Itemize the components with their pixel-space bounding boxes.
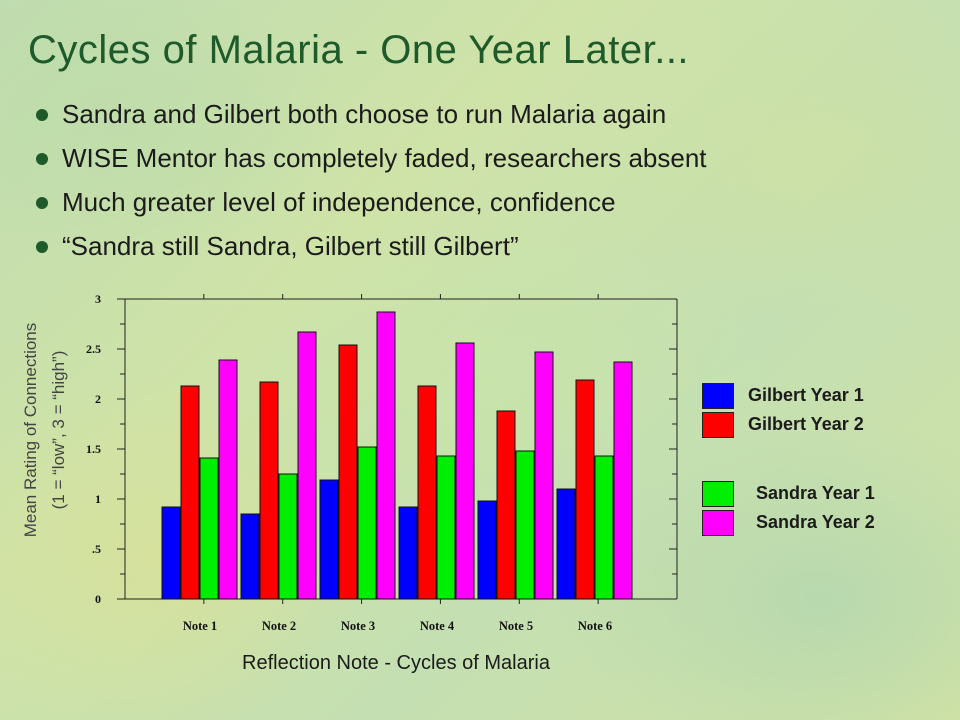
bar-gilbert-year-2 — [417, 385, 437, 600]
y-axis-subtitle: (1 = “low”, 3 = “high”) — [49, 351, 68, 510]
bar-gilbert-year-1 — [319, 479, 339, 600]
legend-swatch — [702, 383, 734, 409]
y-tick-label: 1.5 — [86, 442, 101, 456]
bullet-text: WISE Mentor has completely faded, resear… — [62, 143, 707, 173]
bar-gilbert-year-1 — [161, 506, 181, 600]
bar-sandra-year-1 — [594, 455, 614, 600]
y-axis-title: Mean Rating of Connections — [21, 323, 40, 538]
bar-sandra-year-1 — [436, 455, 456, 600]
bullet-text: Much greater level of independence, conf… — [62, 187, 616, 217]
x-axis-title: Reflection Note - Cycles of Malaria — [242, 652, 551, 674]
legend-label: Gilbert Year 1 — [748, 385, 864, 405]
bar-sandra-year-2 — [534, 351, 554, 600]
bar-sandra-year-2 — [376, 311, 396, 600]
bar-sandra-year-1 — [357, 446, 377, 600]
bar-sandra-year-2 — [613, 361, 633, 600]
bar-sandra-year-1 — [515, 450, 535, 600]
y-tick-label: 2 — [95, 392, 101, 406]
bullet-item: Sandra and Gilbert both choose to run Ma… — [34, 92, 707, 136]
bullet-dot-icon — [36, 109, 48, 121]
x-tick-label: Note 4 — [420, 619, 455, 633]
slide-title: Cycles of Malaria - One Year Later... — [28, 28, 690, 72]
bullet-list: Sandra and Gilbert both choose to run Ma… — [34, 92, 707, 268]
bullet-item: “Sandra still Sandra, Gilbert still Gilb… — [34, 224, 707, 268]
legend-item-gilbert-year-1: Gilbert Year 1 — [702, 383, 942, 411]
bar-gilbert-year-1 — [240, 513, 260, 600]
bar-gilbert-year-1 — [556, 488, 576, 600]
bullet-item: WISE Mentor has completely faded, resear… — [34, 136, 707, 180]
bar-gilbert-year-2 — [575, 379, 595, 600]
bar-gilbert-year-2 — [496, 410, 516, 600]
bar-sandra-year-1 — [278, 473, 298, 600]
y-tick-label: 3 — [95, 292, 101, 306]
legend-item-sandra-year-1: Sandra Year 1 — [702, 481, 942, 509]
bar-gilbert-year-2 — [180, 385, 200, 600]
bullet-text: Sandra and Gilbert both choose to run Ma… — [62, 99, 667, 129]
legend-item-gilbert-year-2: Gilbert Year 2 — [702, 412, 942, 440]
bar-sandra-year-2 — [297, 331, 317, 600]
x-tick-label: Note 6 — [578, 619, 612, 633]
legend-item-sandra-year-2: Sandra Year 2 — [702, 510, 942, 538]
bullet-dot-icon — [36, 197, 48, 209]
legend-label: Sandra Year 1 — [756, 483, 875, 503]
y-tick-label: .5 — [92, 542, 101, 556]
bar-gilbert-year-1 — [398, 506, 418, 600]
x-tick-label: Note 1 — [183, 619, 217, 633]
bar-sandra-year-2 — [455, 342, 475, 600]
legend-swatch — [702, 412, 734, 438]
bar-gilbert-year-2 — [259, 381, 279, 600]
legend-label: Sandra Year 2 — [756, 512, 875, 532]
bar-gilbert-year-1 — [477, 500, 497, 600]
y-tick-label: 2.5 — [86, 342, 101, 356]
bar-sandra-year-2 — [218, 359, 238, 600]
legend-label: Gilbert Year 2 — [748, 414, 864, 434]
x-tick-label: Note 3 — [341, 619, 375, 633]
x-tick-label: Note 5 — [499, 619, 533, 633]
legend-swatch — [702, 481, 734, 507]
legend-swatch — [702, 510, 734, 536]
y-tick-label: 0 — [95, 592, 101, 606]
bullet-dot-icon — [36, 153, 48, 165]
bullet-item: Much greater level of independence, conf… — [34, 180, 707, 224]
bar-gilbert-year-2 — [338, 344, 358, 600]
bar-sandra-year-1 — [199, 457, 219, 600]
bullet-text: “Sandra still Sandra, Gilbert still Gilb… — [62, 231, 519, 261]
x-tick-label: Note 2 — [262, 619, 296, 633]
bullet-dot-icon — [36, 241, 48, 253]
y-tick-label: 1 — [95, 492, 101, 506]
